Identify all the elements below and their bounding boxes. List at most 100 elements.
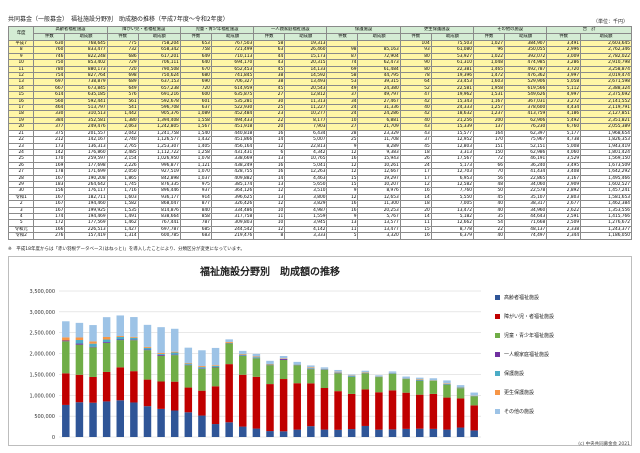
- year-cell: 5: [7, 219, 35, 227]
- amount-cell: 1,394,408: [137, 116, 181, 125]
- count-subheader: 件数: [546, 33, 582, 41]
- amount-cell: 364,126: [210, 187, 255, 195]
- bar-segment: [116, 336, 125, 340]
- bar-segment: [102, 401, 111, 437]
- bar-segment: [130, 337, 138, 340]
- amount-cell: 194,469: [64, 212, 108, 221]
- amount-cell: 75,503: [430, 39, 475, 48]
- amount-cell: 177,698: [64, 161, 108, 170]
- amount-cell: 4,987: [284, 206, 328, 215]
- bar-segment: [266, 384, 274, 432]
- bar-segment: [307, 365, 315, 368]
- amount-cell: 5,182: [430, 212, 475, 221]
- bar-segment: [334, 371, 342, 373]
- year-cell: 令和2: [7, 232, 35, 240]
- year-cell: 28: [7, 174, 35, 182]
- amount-cell: 176,860: [64, 148, 108, 157]
- amount-subheader: 助成額: [64, 33, 108, 41]
- bar-segment: [62, 373, 70, 405]
- bar-segment: [307, 426, 315, 437]
- amount-cell: 142,167: [64, 136, 108, 144]
- table-row: 2 167 194,460 1,582 868,047 877 326,426 12 3,829…: [7, 200, 632, 208]
- bar-segment: [470, 405, 478, 431]
- bar-segment: [470, 396, 478, 406]
- bar-segment: [239, 426, 247, 437]
- bar-segment: [89, 341, 97, 344]
- year-cell: 10: [7, 59, 35, 67]
- amount-cell: 317,758: [210, 212, 255, 221]
- amount-cell: 1,026,950: [137, 155, 181, 163]
- amount-cell: 194,460: [64, 200, 108, 208]
- year-cell: 27: [7, 168, 35, 176]
- count-cell: 8: [253, 232, 286, 240]
- bar-segment: [62, 340, 70, 342]
- amount-cell: 52,151: [504, 142, 548, 150]
- unit-label: （単位：千円）: [592, 19, 628, 25]
- year-cell: 21: [7, 129, 35, 138]
- bar-segment: [415, 428, 424, 437]
- bar-segment: [102, 342, 111, 343]
- legend-label: 高齢者福祉施設: [504, 294, 539, 301]
- bar-segment: [429, 393, 438, 429]
- table-row: 令和元 166 226,513 1,427 697,787 685 244,542 12 4,1…: [7, 225, 632, 234]
- bar-segment: [443, 383, 451, 385]
- bar-segment: [347, 374, 356, 376]
- year-cell: 14: [7, 84, 35, 93]
- amount-subheader: 助成額: [357, 33, 401, 41]
- amount-cell: 85,163: [357, 46, 401, 54]
- year-cell: 19: [7, 116, 35, 125]
- y-tick-label: 2,000,000: [30, 352, 55, 358]
- bar-segment: [402, 428, 410, 437]
- bar-segment: [252, 376, 261, 429]
- bar-segment: [184, 387, 193, 413]
- legend-swatch: [495, 390, 500, 395]
- count-subheader: 件数: [179, 33, 212, 41]
- amount-cell: 456,164: [210, 142, 255, 150]
- amount-cell: 171,699: [64, 168, 108, 176]
- amount-cell: 264,642: [64, 180, 108, 189]
- amount-cell: 996,877: [137, 161, 181, 170]
- legend-swatch: [495, 295, 500, 300]
- table-row: 23 173 136,313 2,765 1,253,307 1,405 456,164 12…: [7, 142, 632, 150]
- group-header: 障がい児・者福祉施設: [106, 26, 181, 34]
- legend-swatch: [495, 371, 500, 376]
- amount-cell: 1,457,241: [580, 187, 632, 195]
- bar-segment: [266, 431, 274, 437]
- amount-cell: 12,952: [430, 136, 475, 144]
- amount-cell: 767,441: [137, 219, 181, 227]
- bar-segment: [116, 367, 125, 401]
- amount-cell: 36,240: [504, 161, 548, 170]
- bar-segment: [102, 342, 111, 372]
- bar-segment: [388, 371, 397, 373]
- bar-segment: [143, 346, 152, 348]
- bar-segment: [225, 422, 233, 437]
- table-row: 24 142 176,860 2,485 1,112,722 1,258 431,431 6 4…: [7, 148, 632, 157]
- bar-segment: [89, 347, 97, 377]
- table-row: 19 384 352,581 1,380 1,394,408 1,558 494,433 22…: [7, 116, 632, 125]
- stacked-bar-chart: 福祉施設分野別 助成額の推移 0 500,000 1,000,000 1,500,000…: [8, 256, 632, 446]
- bar-segment: [334, 372, 342, 374]
- year-cell: 30: [7, 187, 35, 195]
- bar-segment: [184, 365, 193, 388]
- bar-segment: [293, 383, 301, 430]
- amount-cell: 896,446: [137, 187, 181, 195]
- amount-cell: 326,426: [210, 200, 255, 208]
- year-cell: 2: [7, 200, 35, 208]
- bar-segment: [102, 371, 111, 402]
- bar-segment: [198, 390, 206, 416]
- amount-cell: 721,499: [210, 46, 255, 54]
- bar-segment: [198, 367, 206, 369]
- amount-cell: 822,248: [64, 52, 108, 61]
- bar-segment: [320, 429, 329, 437]
- year-cell: 令和1: [7, 193, 35, 202]
- amount-cell: 6,953: [430, 174, 475, 182]
- amount-cell: 11,708: [357, 136, 401, 144]
- amount-cell: 8,976: [357, 187, 401, 195]
- amount-cell: 249,476: [64, 123, 108, 131]
- bar-segment: [225, 341, 233, 343]
- bar-segment: [443, 383, 451, 384]
- amount-cell: 13,577: [357, 219, 401, 227]
- bar-segment: [184, 363, 193, 365]
- amount-cell: 199,925: [64, 206, 108, 215]
- amount-cell: 697,787: [137, 225, 181, 234]
